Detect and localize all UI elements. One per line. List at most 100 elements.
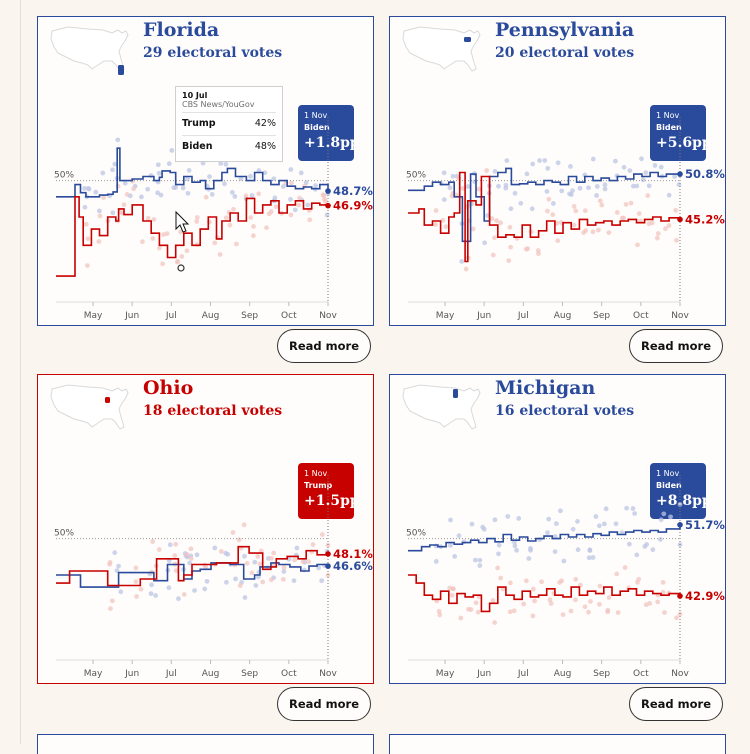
trump-end-dot bbox=[325, 551, 331, 557]
read-more-button-ohio[interactable]: Read more bbox=[277, 687, 371, 721]
page-left-rule bbox=[20, 0, 21, 744]
poll-dot bbox=[450, 586, 456, 592]
poll-tooltip: 10 Jul CBS News/YouGov Trump 42% Biden 48% bbox=[175, 86, 283, 162]
poll-dot bbox=[313, 183, 318, 189]
poll-dot bbox=[512, 190, 518, 196]
month-tick-label: Nov bbox=[671, 311, 689, 321]
poll-dot bbox=[133, 579, 139, 585]
poll-dot bbox=[568, 608, 574, 614]
tooltip-date: 10 Jul bbox=[182, 91, 208, 100]
read-more-button-michigan[interactable]: Read more bbox=[629, 687, 723, 721]
poll-dot bbox=[655, 231, 661, 236]
poll-dot bbox=[323, 199, 328, 204]
poll-dot bbox=[173, 185, 179, 190]
poll-dot bbox=[614, 571, 620, 577]
poll-dot bbox=[546, 196, 552, 202]
tooltip-value: 48% bbox=[254, 141, 276, 152]
poll-dot bbox=[655, 599, 661, 605]
poll-dot bbox=[634, 552, 640, 558]
poll-dot bbox=[597, 198, 603, 204]
poll-dot bbox=[558, 508, 563, 514]
month-tick-label: Oct bbox=[281, 669, 297, 679]
poll-dot bbox=[84, 263, 90, 268]
poll-dot bbox=[112, 161, 118, 167]
poll-dot bbox=[674, 615, 679, 621]
poll-dot bbox=[212, 545, 218, 551]
poll-dot bbox=[271, 176, 277, 182]
month-tick-label: Jul bbox=[165, 669, 177, 679]
month-tick-label: Oct bbox=[633, 669, 649, 679]
lead-margin: +1.8pp bbox=[304, 135, 360, 151]
poll-dot bbox=[530, 613, 536, 619]
poll-dot bbox=[548, 601, 554, 606]
poll-dot bbox=[597, 583, 603, 589]
poll-dot bbox=[477, 557, 483, 563]
tooltip-row: Trump 42% bbox=[182, 112, 276, 135]
poll-dot bbox=[194, 219, 200, 224]
poll-dot bbox=[150, 236, 156, 241]
poll-dot bbox=[635, 242, 640, 248]
poll-dot bbox=[590, 555, 596, 560]
poll-dot bbox=[233, 241, 239, 247]
poll-dot bbox=[530, 161, 536, 167]
poll-dot bbox=[555, 238, 561, 244]
lead-candidate: Biden bbox=[656, 481, 682, 490]
poll-dot bbox=[505, 514, 511, 519]
poll-dot bbox=[643, 170, 649, 176]
poll-dot bbox=[441, 170, 447, 176]
poll-dot bbox=[512, 543, 518, 549]
biden-end-dot bbox=[325, 188, 331, 194]
poll-dot bbox=[559, 188, 565, 194]
poll-dot bbox=[588, 598, 593, 604]
poll-dot bbox=[590, 156, 596, 162]
poll-dot bbox=[661, 511, 667, 517]
poll-dot bbox=[437, 612, 443, 618]
poll-dot bbox=[242, 595, 248, 600]
month-tick-label: Sep bbox=[593, 311, 610, 321]
poll-dot bbox=[555, 160, 561, 166]
poll-dot bbox=[238, 176, 244, 182]
us-map-icon bbox=[402, 384, 481, 430]
poll-dot bbox=[475, 609, 481, 615]
poll-dot bbox=[621, 215, 626, 221]
poll-dot bbox=[155, 190, 161, 196]
state-highlight bbox=[464, 37, 471, 42]
poll-dot bbox=[280, 184, 286, 189]
poll-dot bbox=[545, 530, 550, 536]
read-more-button-florida[interactable]: Read more bbox=[277, 329, 371, 363]
poll-dot bbox=[458, 615, 464, 621]
poll-dot bbox=[281, 569, 287, 574]
poll-dot bbox=[110, 167, 115, 173]
biden-end-dot bbox=[325, 563, 331, 569]
poll-dot bbox=[526, 556, 532, 561]
poll-dot bbox=[496, 183, 501, 189]
hovered-poll-marker[interactable] bbox=[177, 264, 185, 272]
poll-dot bbox=[253, 583, 259, 588]
lead-candidate: Biden bbox=[656, 123, 682, 132]
poll-dot bbox=[594, 184, 600, 189]
poll-dot bbox=[325, 542, 331, 548]
poll-dot bbox=[122, 180, 128, 186]
poll-dot bbox=[677, 502, 683, 507]
poll-dot bbox=[194, 552, 200, 558]
read-more-button-pennsylvania[interactable]: Read more bbox=[629, 329, 723, 363]
polling-chart: 50% 51.7% 42.9% May Jun Jul Aug Sep Oct Nov bbox=[406, 475, 725, 679]
poll-dot bbox=[545, 165, 551, 171]
poll-dot bbox=[489, 216, 495, 222]
poll-dot bbox=[169, 147, 175, 153]
poll-dot bbox=[640, 177, 646, 183]
poll-dot bbox=[249, 193, 255, 198]
poll-dot bbox=[145, 215, 151, 221]
poll-dot bbox=[138, 586, 144, 592]
poll-dot bbox=[172, 553, 178, 558]
polling-chart: 50% 46.6%48.1% May Jun Jul Aug Sep Oct Nov bbox=[54, 475, 373, 679]
poll-dot bbox=[96, 239, 102, 244]
poll-dot bbox=[109, 598, 115, 604]
poll-dot bbox=[582, 604, 588, 610]
poll-dot bbox=[597, 601, 602, 607]
lead-box: 1 Nov Trump +1.5pp bbox=[298, 463, 360, 519]
poll-dot bbox=[646, 183, 652, 189]
poll-dot bbox=[184, 551, 190, 557]
poll-dot bbox=[204, 578, 210, 584]
poll-dot bbox=[536, 251, 541, 257]
